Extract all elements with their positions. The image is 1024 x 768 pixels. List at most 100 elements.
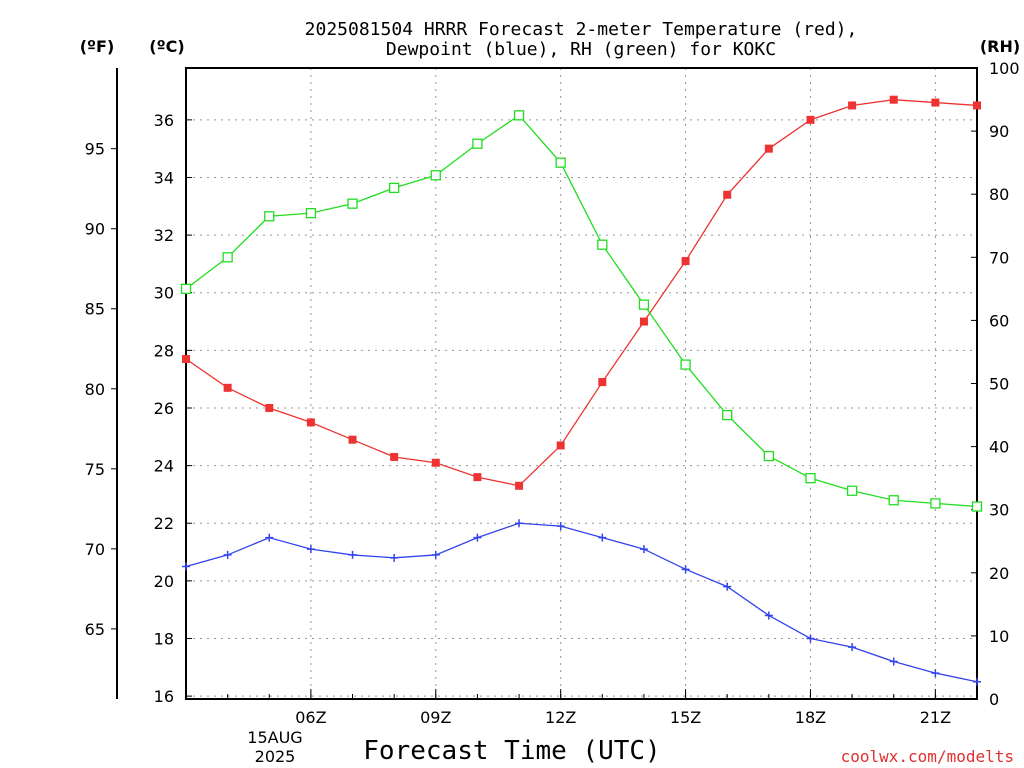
dewpoint-point [848, 643, 857, 652]
plot-frame [185, 67, 978, 700]
axes [116, 67, 978, 700]
celsius-tick-label: 32 [154, 226, 174, 245]
x-tick-label: 06Z [295, 708, 326, 727]
fahrenheit-tick-label: 65 [85, 620, 105, 639]
dewpoint-point [390, 553, 399, 562]
temperature-point [723, 190, 732, 199]
rh-point [347, 198, 358, 209]
rh-point [888, 495, 899, 506]
dewpoint-point [764, 611, 773, 620]
dewpoint-point [889, 657, 898, 666]
dewpoint-point [515, 519, 524, 528]
fahrenheit-tick-label: 90 [85, 220, 105, 239]
rh-tick-label: 90 [989, 122, 1009, 141]
rh-tick-label: 70 [989, 248, 1009, 267]
watermark: coolwx.com/modelts [841, 747, 1014, 766]
rh-point [805, 472, 816, 484]
dewpoint-point [806, 634, 815, 643]
date-label-year: 2025 [255, 747, 296, 766]
tick-labels: 16 18 20 22 24 26 28 30 32 34 36 65 70 75 80 85 90 95 0 10 2… [85, 59, 1020, 727]
celsius-tick-label: 26 [154, 399, 174, 418]
rh-tick-label: 50 [989, 375, 1009, 394]
temperature-point [764, 144, 773, 153]
rh-point [430, 170, 441, 181]
temperature-point [390, 452, 399, 461]
rh-point [555, 157, 566, 168]
rh-line [185, 114, 978, 508]
dewpoint-point [681, 565, 690, 574]
temperature-point [306, 418, 315, 427]
temperature-point [431, 458, 440, 467]
temperature-point [973, 101, 981, 110]
celsius-axis-label: (ºC) [149, 37, 184, 56]
chart-title-line2: Dewpoint (blue), RH (green) for KOKC [386, 39, 776, 60]
dewpoint-point [598, 533, 607, 542]
rh-point [222, 252, 233, 263]
rh-tick-label: 100 [989, 59, 1020, 78]
dewpoint-point [306, 545, 315, 554]
fahrenheit-tick-label: 70 [85, 540, 105, 559]
dewpoint-series [182, 519, 981, 686]
rh-point [264, 211, 275, 222]
celsius-tick-label: 34 [154, 168, 174, 187]
dewpoint-point [556, 522, 565, 531]
dewpoint-point [348, 550, 357, 559]
rh-tick-label: 10 [989, 627, 1009, 646]
temperature-point [182, 355, 190, 364]
celsius-tick-label: 36 [154, 111, 174, 130]
fahrenheit-axis-label: (ºF) [80, 37, 115, 56]
rh-tick-label: 60 [989, 311, 1009, 330]
x-tick-label: 18Z [795, 708, 826, 727]
fahrenheit-tick-label: 95 [85, 140, 105, 159]
rh-point [930, 498, 941, 509]
dewpoint-point [723, 582, 732, 591]
temperature-point [598, 378, 607, 387]
celsius-tick-label: 18 [154, 629, 174, 648]
chart-title-line1: 2025081504 HRRR Forecast 2-meter Tempera… [305, 19, 858, 40]
dewpoint-point [639, 545, 648, 554]
rh-point [763, 450, 774, 462]
rh-tick-label: 0 [989, 690, 999, 709]
celsius-tick-label: 16 [154, 687, 174, 706]
rh-point [638, 299, 650, 310]
temperature-point [639, 317, 648, 326]
temperature-series [182, 95, 981, 490]
dewpoint-line [185, 522, 978, 683]
temperature-point [889, 95, 898, 104]
celsius-tick-label: 22 [154, 514, 174, 533]
x-tick-label: 09Z [420, 708, 451, 727]
rh-series [180, 110, 983, 512]
temperature-point [473, 473, 482, 482]
dewpoint-point [265, 533, 274, 542]
dewpoint-point [431, 550, 440, 559]
rh-point [180, 283, 192, 295]
series [180, 95, 983, 686]
celsius-tick-label: 24 [154, 457, 174, 476]
rh-point [722, 409, 733, 421]
rh-point [389, 182, 400, 194]
temperature-point [223, 383, 232, 392]
x-tick-label: 12Z [545, 708, 576, 727]
rh-tick-label: 80 [989, 185, 1009, 204]
fahrenheit-tick-label: 85 [85, 300, 105, 319]
rh-tick-label: 20 [989, 564, 1009, 583]
rh-point [513, 110, 525, 121]
rh-axis-label: (RH) [980, 37, 1020, 56]
rh-point [472, 138, 483, 149]
rh-point [597, 239, 608, 250]
dewpoint-point [223, 550, 232, 559]
x-tick-label: 21Z [920, 708, 951, 727]
fahrenheit-tick-label: 75 [85, 460, 105, 479]
dewpoint-point [182, 562, 190, 571]
temperature-point [556, 441, 565, 450]
fahrenheit-tick-label: 80 [85, 380, 105, 399]
temperature-line [185, 99, 978, 487]
rh-point [846, 485, 858, 496]
temperature-point [848, 101, 857, 110]
rh-tick-label: 40 [989, 438, 1009, 457]
temperature-point [681, 257, 690, 266]
dewpoint-point [973, 677, 981, 686]
temperature-point [515, 481, 524, 490]
celsius-tick-label: 20 [154, 572, 174, 591]
temperature-point [931, 98, 940, 107]
